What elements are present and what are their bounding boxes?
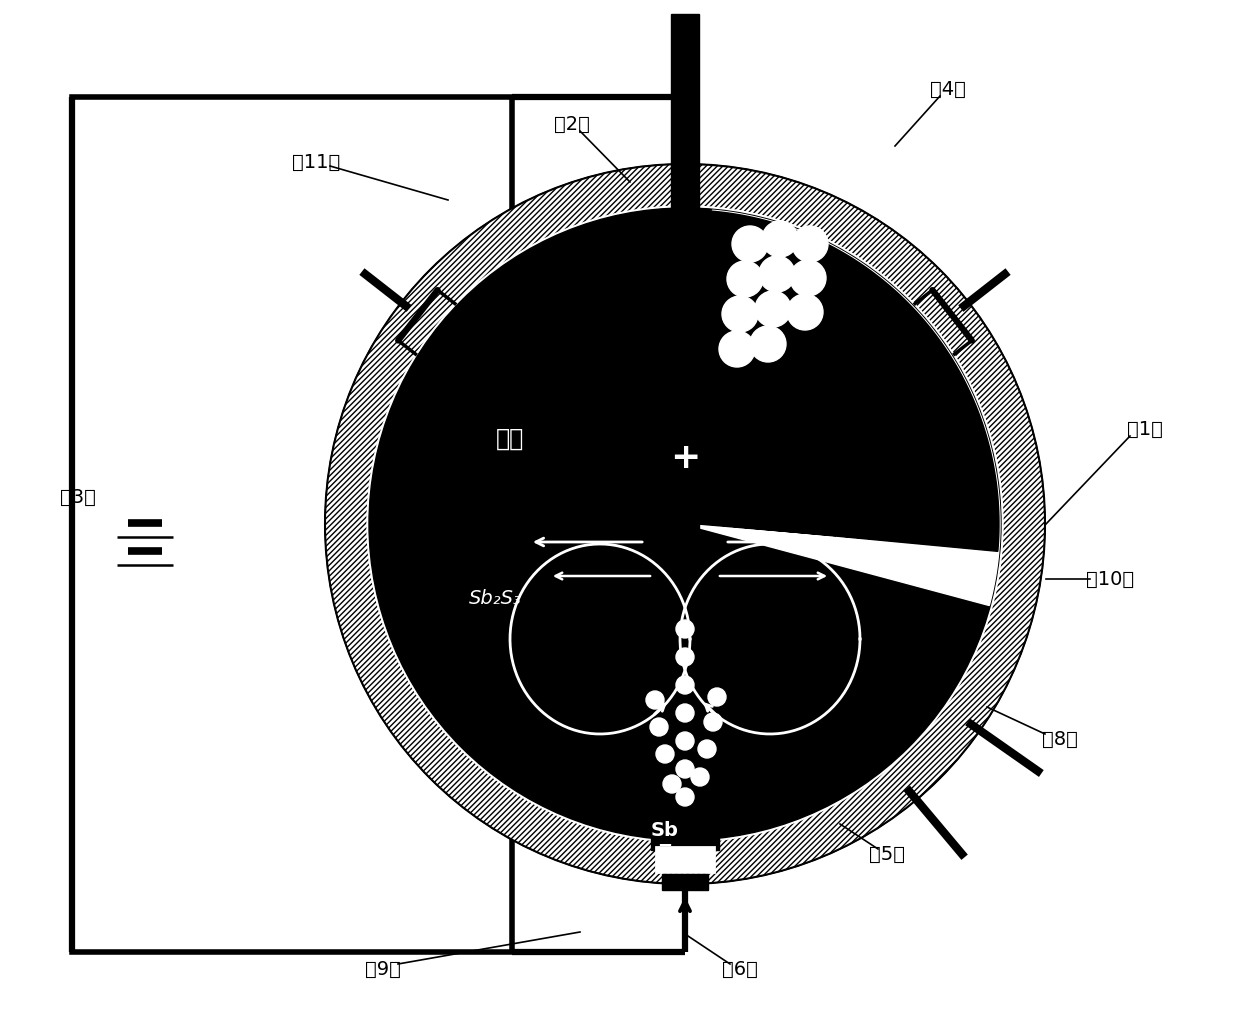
Bar: [72, 97, 512, 952]
Text: （6）: （6）: [722, 959, 758, 979]
Text: +: +: [670, 441, 701, 475]
Circle shape: [676, 705, 694, 722]
Circle shape: [719, 331, 755, 367]
Bar: [640, 424, 730, 492]
Circle shape: [704, 713, 722, 731]
Text: （2）: （2）: [554, 115, 590, 133]
Bar: [671, 14, 699, 216]
Text: Sb₂S₃: Sb₂S₃: [469, 590, 522, 608]
Circle shape: [691, 768, 709, 786]
Circle shape: [790, 260, 826, 296]
Circle shape: [325, 164, 1045, 884]
Circle shape: [732, 226, 768, 262]
Circle shape: [650, 718, 668, 736]
Circle shape: [676, 760, 694, 778]
Text: （3）: （3）: [60, 487, 95, 507]
Circle shape: [708, 688, 725, 706]
Circle shape: [787, 294, 823, 330]
Circle shape: [676, 620, 694, 638]
Circle shape: [792, 226, 828, 262]
Circle shape: [759, 256, 795, 292]
Circle shape: [676, 732, 694, 750]
Text: 熔盐: 熔盐: [496, 427, 525, 451]
Circle shape: [676, 648, 694, 666]
Text: （4）: （4）: [930, 80, 966, 98]
Polygon shape: [372, 210, 999, 551]
Circle shape: [676, 788, 694, 806]
Bar: [671, 216, 699, 822]
Circle shape: [370, 208, 1001, 840]
Text: Sb: Sb: [651, 820, 680, 840]
Circle shape: [325, 164, 1045, 884]
Circle shape: [663, 775, 681, 793]
Bar: [651, 820, 719, 850]
Text: −: −: [657, 837, 672, 855]
Circle shape: [676, 676, 694, 694]
Polygon shape: [684, 210, 999, 605]
Circle shape: [656, 745, 675, 763]
Circle shape: [367, 206, 1003, 842]
Text: （9）: （9）: [365, 959, 401, 979]
Text: （11）: （11）: [291, 153, 340, 171]
Text: （10）: （10）: [1086, 569, 1135, 589]
Text: （5）: （5）: [869, 845, 905, 863]
Text: （8）: （8）: [1042, 729, 1078, 749]
Circle shape: [750, 326, 786, 362]
Circle shape: [722, 296, 758, 332]
Circle shape: [763, 221, 799, 257]
Circle shape: [755, 291, 791, 327]
Text: （7）: （7）: [401, 383, 436, 401]
Circle shape: [698, 740, 715, 758]
Circle shape: [727, 261, 763, 297]
Text: （1）: （1）: [1127, 420, 1163, 438]
Bar: [656, 847, 714, 872]
Bar: [656, 847, 714, 872]
Bar: [662, 874, 708, 890]
Circle shape: [646, 691, 663, 709]
